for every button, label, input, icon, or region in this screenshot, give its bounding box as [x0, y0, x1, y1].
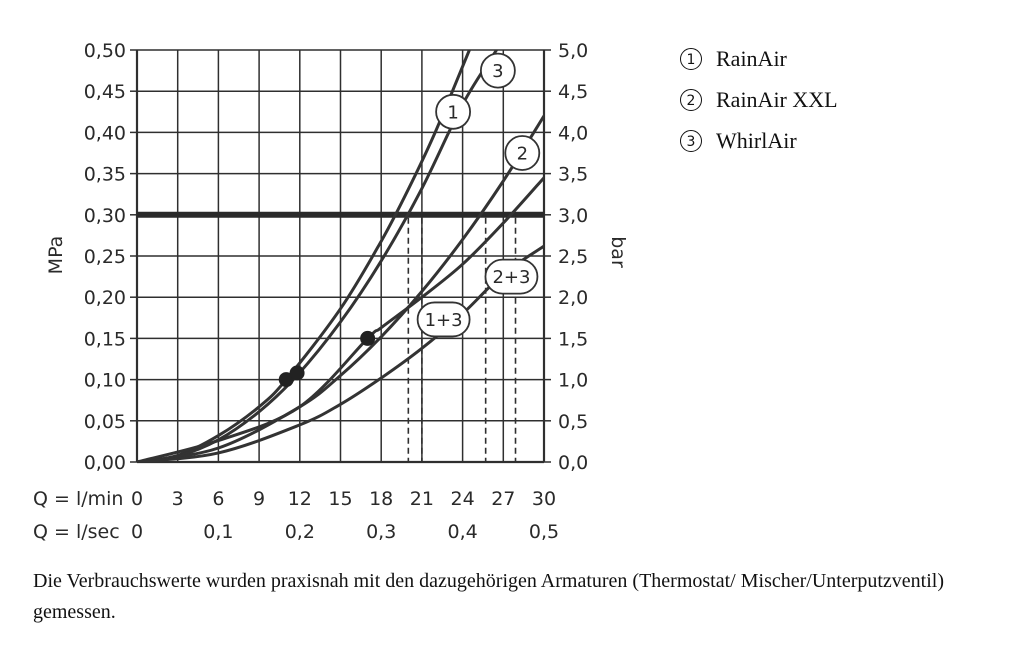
- x-tick-label-lmin: 0: [131, 488, 143, 510]
- curve-series-3: [137, 50, 498, 462]
- y-left-tick-label: 0,00: [84, 452, 126, 474]
- legend-label-rainair: RainAir: [716, 46, 787, 71]
- curve-label-text: 3: [492, 61, 503, 82]
- x-tick-label-lsec: 0,5: [529, 521, 559, 543]
- caption: Die Verbrauchswerte wurden praxisnah mit…: [33, 570, 944, 623]
- curve-label-badge: [435, 93, 472, 130]
- y-left-tick-label: 0,35: [84, 164, 126, 186]
- legend-item-whirlair: 3 WhirlAir: [680, 124, 838, 165]
- curve-label-badge: [484, 258, 539, 295]
- legend-number-2: 2: [680, 89, 702, 111]
- x-tick-label-lmin: 30: [532, 488, 556, 510]
- y-left-tick-label: 0,45: [84, 81, 126, 103]
- y-right-tick-label: 4,0: [558, 122, 588, 144]
- legend-label-rainair-xxl: RainAir XXL: [716, 87, 838, 112]
- x-tick-label-lmin: 21: [410, 488, 434, 510]
- y-left-tick-label: 0,30: [84, 205, 126, 227]
- y-left-tick-label: 0,20: [84, 287, 126, 309]
- y-left-tick-label: 0,10: [84, 370, 126, 392]
- y-right-tick-label: 2,5: [558, 246, 588, 268]
- y-right-tick-label: 0,5: [558, 411, 588, 433]
- legend-number-3: 3: [680, 130, 702, 152]
- curve-label-badge: [479, 52, 516, 89]
- curves: [137, 50, 544, 462]
- legend-item-rainair: 1 RainAir: [680, 42, 838, 83]
- x-tick-label-lsec: 0,1: [203, 521, 233, 543]
- tick-labels: 0,000,050,100,150,200,250,300,350,400,45…: [84, 40, 589, 543]
- legend: 1 RainAir 2 RainAir XXL 3 WhirlAir: [680, 42, 838, 165]
- curve-label-text: 2+3: [492, 267, 530, 288]
- y-right-tick-label: 2,0: [558, 287, 588, 309]
- legend-number-1: 1: [680, 48, 702, 70]
- grid: [130, 49, 551, 464]
- x-tick-label-lmin: 18: [369, 488, 393, 510]
- x-tick-label-lmin: 27: [491, 488, 515, 510]
- y-right-tick-label: 1,5: [558, 328, 588, 350]
- curve-label-text: 2: [517, 144, 528, 165]
- y-left-tick-label: 0,50: [84, 40, 126, 62]
- data-point-marker: [278, 372, 294, 388]
- x-tick-label-lmin: 3: [172, 488, 184, 510]
- x-tick-label-lmin: 6: [212, 488, 224, 510]
- y-right-tick-label: 1,0: [558, 370, 588, 392]
- x-tick-label-lsec: 0: [131, 521, 143, 543]
- x-tick-label-lmin: 24: [451, 488, 475, 510]
- curve-series-2-plus-3: [137, 176, 544, 462]
- legend-item-rainair-xxl: 2 RainAir XXL: [680, 83, 838, 124]
- curve-label-badge: [504, 135, 541, 171]
- curve-series-1-plus-3: [137, 244, 544, 462]
- x-axis-title-lsec: Q = l/sec: [33, 521, 120, 543]
- legend-label-whirlair: WhirlAir: [716, 128, 797, 153]
- markers: [278, 330, 376, 388]
- y-right-tick-label: 3,5: [558, 164, 588, 186]
- x-tick-label-lmin: 9: [253, 488, 265, 510]
- y-left-tick-label: 0,15: [84, 328, 126, 350]
- y-left-axis-title: MPa: [45, 236, 67, 275]
- y-left-tick-label: 0,05: [84, 411, 126, 433]
- curve-label-badge: [416, 301, 471, 338]
- curve-labels: 1 3 2 2+3 1+3: [416, 52, 541, 338]
- y-left-tick-label: 0,40: [84, 122, 126, 144]
- x-tick-label-lsec: 0,3: [366, 521, 396, 543]
- drop-lines: [407, 217, 517, 462]
- data-point-marker: [360, 330, 376, 346]
- x-tick-label-lmin: 15: [328, 488, 352, 510]
- x-axis-title-lmin: Q = l/min: [33, 488, 123, 510]
- y-left-tick-label: 0,25: [84, 246, 126, 268]
- x-tick-label-lsec: 0,2: [285, 521, 315, 543]
- y-right-tick-label: 5,0: [558, 40, 588, 62]
- curve-series-2: [137, 114, 544, 462]
- y-right-tick-label: 3,0: [558, 205, 588, 227]
- curve-label-text: 1+3: [425, 310, 463, 331]
- curve-label-text: 1: [447, 102, 458, 123]
- y-right-axis-title: bar: [607, 236, 629, 268]
- x-tick-label-lmin: 12: [288, 488, 312, 510]
- y-right-tick-label: 4,5: [558, 81, 588, 103]
- data-point-marker: [289, 365, 305, 381]
- x-tick-label-lsec: 0,4: [447, 521, 477, 543]
- y-right-tick-label: 0,0: [558, 452, 588, 474]
